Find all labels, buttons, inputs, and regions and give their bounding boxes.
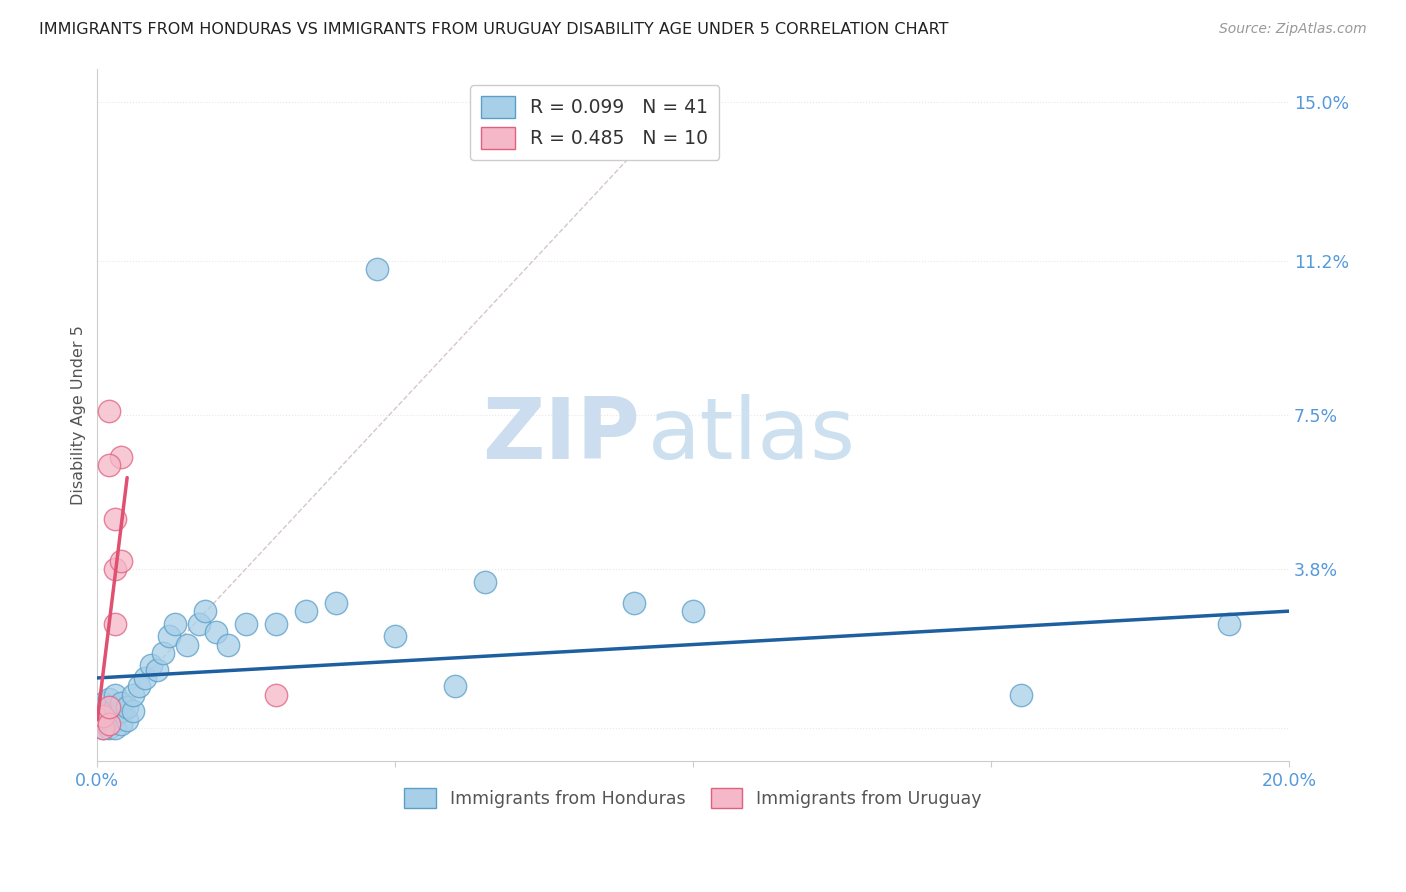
Point: [98, 704, 121, 718]
Point: [623, 596, 645, 610]
Point: [163, 616, 186, 631]
Text: Source: ZipAtlas.com: Source: ZipAtlas.com: [1219, 22, 1367, 37]
Point: [98, 691, 121, 706]
Point: [176, 638, 198, 652]
Point: [264, 616, 287, 631]
Point: [104, 708, 127, 723]
Text: ZIP: ZIP: [482, 394, 640, 477]
Point: [134, 671, 156, 685]
Point: [384, 629, 406, 643]
Point: [1010, 688, 1032, 702]
Point: [115, 713, 138, 727]
Point: [104, 512, 127, 526]
Point: [91, 721, 114, 735]
Text: atlas: atlas: [648, 394, 856, 477]
Point: [110, 554, 132, 568]
Point: [157, 629, 180, 643]
Point: [235, 616, 257, 631]
Point: [443, 679, 465, 693]
Point: [146, 663, 169, 677]
Point: [91, 708, 114, 723]
Point: [104, 721, 127, 735]
Point: [187, 616, 209, 631]
Point: [98, 458, 121, 472]
Point: [98, 700, 121, 714]
Point: [110, 704, 132, 718]
Point: [98, 713, 121, 727]
Point: [98, 404, 121, 418]
Point: [474, 574, 496, 589]
Point: [98, 721, 121, 735]
Point: [139, 658, 162, 673]
Point: [128, 679, 150, 693]
Point: [205, 625, 228, 640]
Point: [366, 261, 388, 276]
Y-axis label: Disability Age Under 5: Disability Age Under 5: [72, 325, 86, 505]
Point: [91, 708, 114, 723]
Text: IMMIGRANTS FROM HONDURAS VS IMMIGRANTS FROM URUGUAY DISABILITY AGE UNDER 5 CORRE: IMMIGRANTS FROM HONDURAS VS IMMIGRANTS F…: [39, 22, 949, 37]
Point: [122, 704, 145, 718]
Point: [104, 562, 127, 576]
Legend: Immigrants from Honduras, Immigrants from Uruguay: Immigrants from Honduras, Immigrants fro…: [398, 781, 988, 815]
Point: [110, 450, 132, 464]
Point: [152, 646, 174, 660]
Point: [110, 696, 132, 710]
Point: [104, 616, 127, 631]
Point: [1218, 616, 1240, 631]
Point: [264, 688, 287, 702]
Point: [194, 604, 217, 618]
Point: [110, 716, 132, 731]
Point: [217, 638, 239, 652]
Point: [104, 700, 127, 714]
Point: [91, 696, 114, 710]
Point: [122, 688, 145, 702]
Point: [682, 604, 704, 618]
Point: [98, 716, 121, 731]
Point: [91, 721, 114, 735]
Point: [325, 596, 347, 610]
Point: [115, 700, 138, 714]
Point: [295, 604, 318, 618]
Point: [104, 688, 127, 702]
